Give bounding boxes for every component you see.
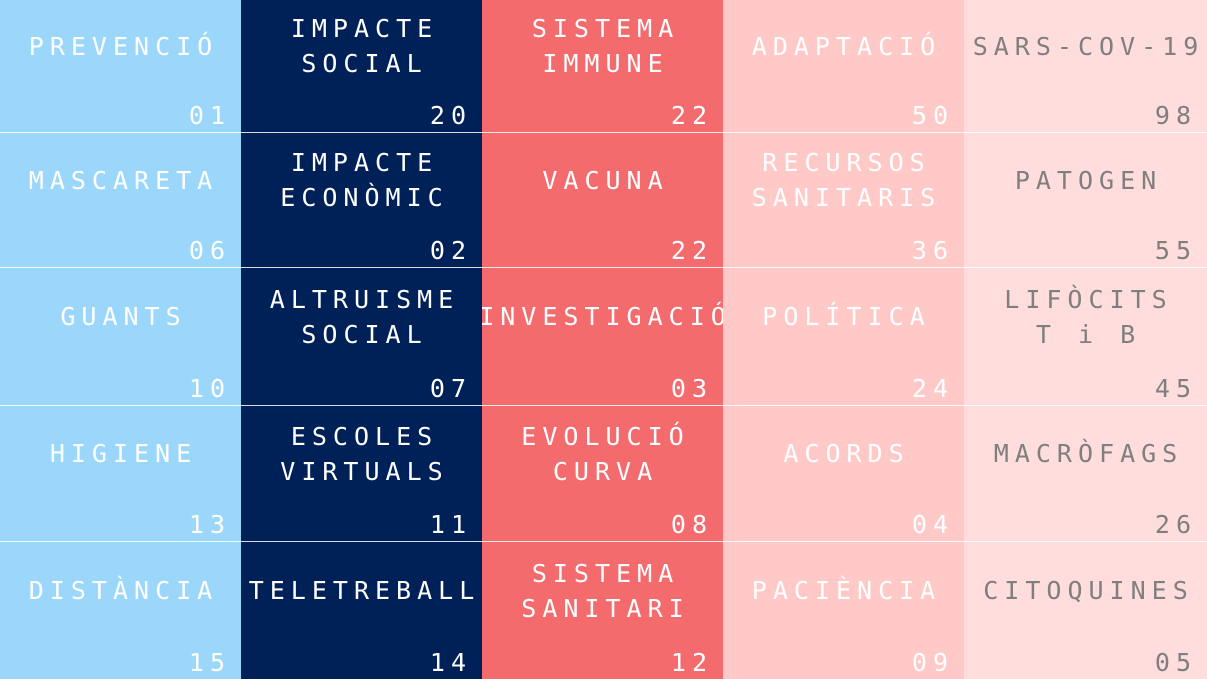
tile: CITOQUINES 05 [964, 542, 1207, 679]
tile: PREVENCIÓ 01 [0, 0, 241, 133]
tile-word: CITOQUINES [983, 576, 1194, 605]
tile-word: VACUNA [542, 165, 669, 195]
tile-word: INVESTIGACIÓ [482, 302, 723, 331]
tile-number: 98 [1154, 101, 1197, 130]
tile-number: 05 [1154, 648, 1197, 677]
tile: SARS-COV-19 98 [964, 0, 1207, 133]
tile-word: EVOLUCIÓ CURVA [521, 421, 690, 486]
tile-word: POLÍTICA [762, 302, 931, 331]
tile: MACRÒFAGS 26 [964, 406, 1207, 542]
tile: RECURSOS SANITARIS 36 [723, 133, 964, 268]
tile-number: 06 [188, 236, 231, 265]
tile: ACORDS 04 [723, 406, 964, 542]
tile: ADAPTACIÓ 50 [723, 0, 964, 133]
tile-word: SISTEMA IMMUNE [531, 14, 680, 78]
tile-number: 24 [911, 374, 954, 403]
tile-word: IMPACTE SOCIAL [290, 14, 439, 78]
tile: GUANTS 10 [0, 268, 241, 406]
tile: POLÍTICA 24 [723, 268, 964, 406]
tile: TELETREBALL 14 [241, 542, 482, 679]
tile-word: LIFÒCITS T i B [1004, 284, 1173, 349]
tile: INVESTIGACIÓ 03 [482, 268, 723, 406]
tile: SISTEMA SANITARI 12 [482, 542, 723, 679]
tile-number: 50 [911, 101, 954, 130]
tile: IMPACTE SOCIAL 20 [241, 0, 482, 133]
tile: VACUNA 22 [482, 133, 723, 268]
tile-number: 01 [188, 101, 231, 130]
tile: ALTRUISME SOCIAL 07 [241, 268, 482, 406]
tile-number: 10 [188, 374, 231, 403]
tile-number: 15 [188, 648, 231, 677]
tile: IMPACTE ECONÒMIC 02 [241, 133, 482, 268]
tile-number: 02 [429, 236, 472, 265]
tile: ESCOLES VIRTUALS 11 [241, 406, 482, 542]
tile-word: ACORDS [783, 439, 910, 468]
tile-number: 36 [911, 236, 954, 265]
tile-number: 11 [429, 510, 472, 539]
tile-number: 22 [670, 236, 713, 265]
tile: EVOLUCIÓ CURVA 08 [482, 406, 723, 542]
tile-word: ESCOLES VIRTUALS [280, 421, 449, 486]
tile-number: 07 [429, 374, 472, 403]
tile-word: PATOGEN [1014, 165, 1163, 195]
tile-word: IMPACTE ECONÒMIC [280, 148, 449, 212]
tile-number: 26 [1154, 510, 1197, 539]
tile-word: GUANTS [60, 302, 187, 331]
tile-word: ALTRUISME SOCIAL [269, 284, 460, 349]
tile-number: 22 [670, 101, 713, 130]
tile-word: DISTÀNCIA [28, 576, 219, 605]
tile-number: 12 [670, 648, 713, 677]
tile-number: 45 [1154, 374, 1197, 403]
tile-number: 04 [911, 510, 954, 539]
tile-word: TELETREBALL [248, 576, 481, 605]
tile-word: PACIÈNCIA [751, 576, 942, 605]
tile-word: SARS-COV-19 [972, 31, 1205, 61]
tile: DISTÀNCIA 15 [0, 542, 241, 679]
tile-number: 03 [670, 374, 713, 403]
tile-word: RECURSOS SANITARIS [751, 148, 942, 212]
tile-number: 14 [429, 648, 472, 677]
tile: SISTEMA IMMUNE 22 [482, 0, 723, 133]
tile-number: 08 [670, 510, 713, 539]
tile-word: HIGIENE [49, 439, 198, 468]
tile: HIGIENE 13 [0, 406, 241, 542]
tile: LIFÒCITS T i B 45 [964, 268, 1207, 406]
tile-number: 09 [911, 648, 954, 677]
tile-number: 55 [1154, 236, 1197, 265]
tile-word: MACRÒFAGS [993, 439, 1184, 468]
tile: MASCARETA 06 [0, 133, 241, 268]
tile-word: PREVENCIÓ [28, 31, 219, 61]
tile-number: 20 [429, 101, 472, 130]
tile-word: MASCARETA [28, 165, 219, 195]
tile: PATOGEN 55 [964, 133, 1207, 268]
tile-word: SISTEMA SANITARI [521, 558, 690, 623]
tile-word: ADAPTACIÓ [751, 31, 942, 61]
tile: PACIÈNCIA 09 [723, 542, 964, 679]
tile-number: 13 [188, 510, 231, 539]
